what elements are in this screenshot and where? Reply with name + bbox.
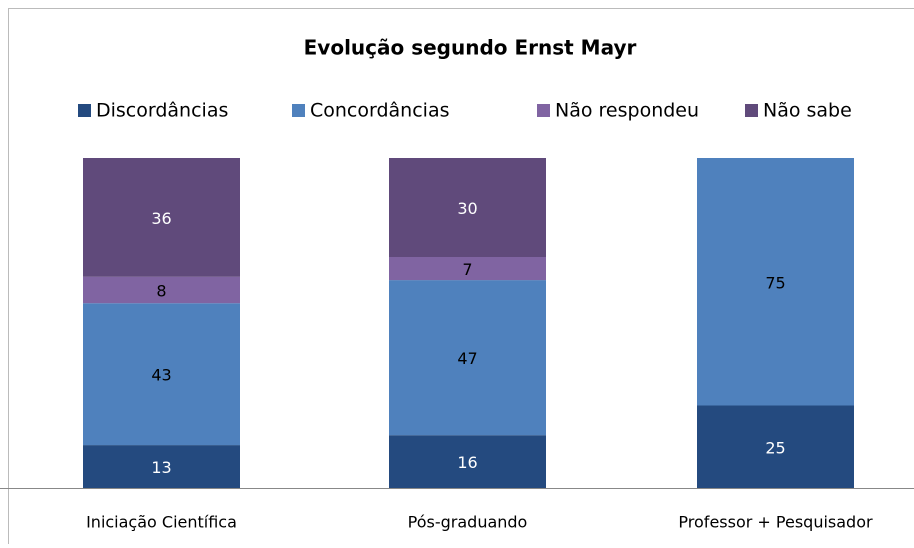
data-label: 30	[457, 199, 477, 218]
legend-swatch	[292, 104, 305, 117]
data-label: 75	[765, 273, 785, 292]
legend-swatch	[745, 104, 758, 117]
legend-label: Concordâncias	[310, 100, 450, 122]
data-label: 8	[156, 282, 166, 301]
legend-swatch	[78, 104, 91, 117]
data-label: 7	[462, 260, 472, 279]
data-label: 43	[151, 366, 171, 385]
chart-title: Evolução segundo Ernst Mayr	[304, 36, 637, 60]
data-label: 47	[457, 349, 477, 368]
x-tick-label: Professor + Pesquisador	[678, 513, 873, 532]
data-label: 25	[765, 438, 785, 457]
legend-label: Discordâncias	[96, 100, 228, 122]
legend-label: Não sabe	[763, 100, 852, 122]
data-label: 16	[457, 453, 477, 472]
legend-swatch	[537, 104, 550, 117]
data-label: 13	[151, 458, 171, 477]
data-label: 36	[151, 209, 171, 228]
legend-label: Não respondeu	[555, 100, 699, 122]
x-tick-label: Pós-graduando	[408, 513, 528, 532]
x-tick-label: Iniciação Científica	[86, 513, 237, 532]
